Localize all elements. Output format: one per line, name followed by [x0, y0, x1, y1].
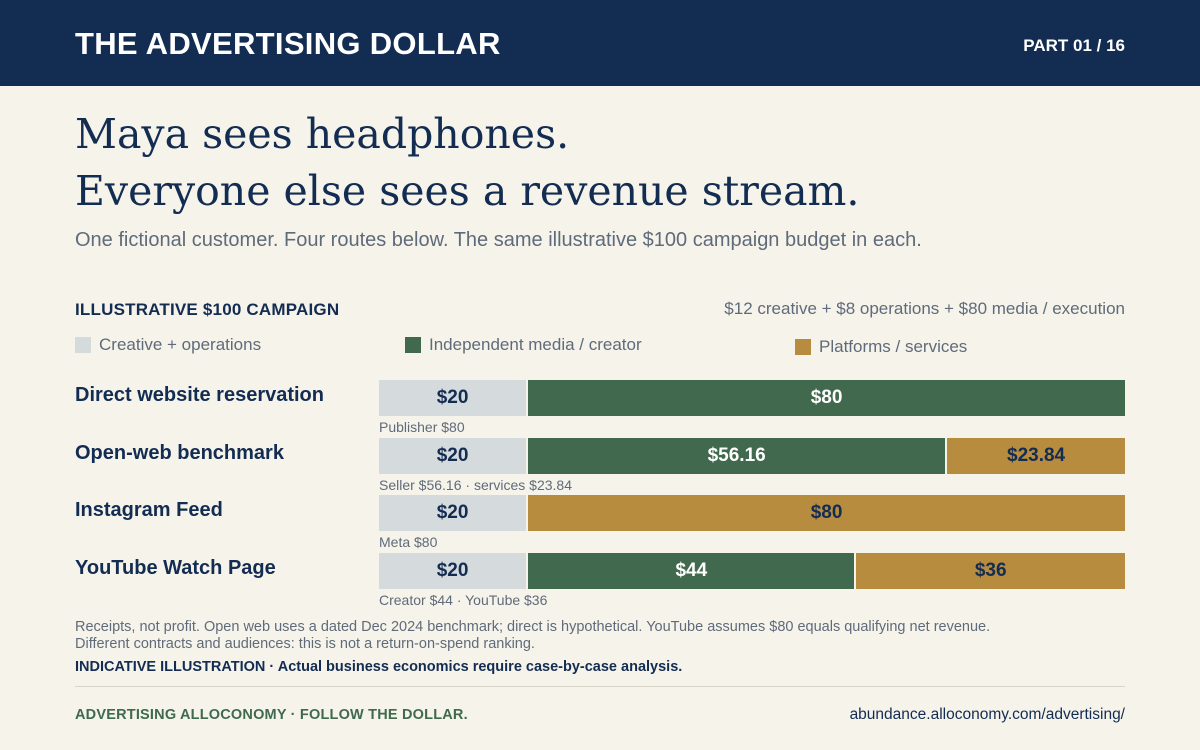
data-label: $80	[810, 387, 843, 408]
data-label: $36	[974, 560, 1007, 582]
legend-label-platforms: Platforms / services	[819, 337, 968, 356]
chart-title: ILLUSTRATIVE $100 CAMPAIGN	[75, 300, 340, 319]
header-title: THE ADVERTISING DOLLAR	[75, 26, 501, 61]
data-label: $20	[436, 560, 469, 582]
bar-segment-platforms: $23.84	[947, 437, 1125, 474]
legend-item-independent: Independent media / creator	[405, 335, 642, 355]
footnotes: Receipts, not profit. Open web uses a da…	[75, 619, 1135, 653]
bar-segment-independent: $56.16	[528, 437, 946, 474]
legend-label-creative: Creative + operations	[99, 335, 262, 354]
bar-segment-independent: $44	[528, 553, 855, 590]
bar-segment-creative: $20	[379, 380, 527, 416]
row-label: Instagram Feed	[75, 499, 223, 522]
disclaimer: INDICATIVE ILLUSTRATION · Actual busines…	[75, 659, 683, 675]
bar-segment-creative: $20	[379, 437, 527, 474]
legend-item-creative: Creative + operations	[75, 335, 261, 355]
bar-segment-platforms: $80	[528, 495, 1125, 532]
data-label: $20	[436, 502, 469, 524]
row-sublabel: Publisher $80	[379, 419, 465, 435]
footer-url[interactable]: abundance.alloconomy.com/advertising/	[849, 706, 1125, 723]
row-label: YouTube Watch Page	[75, 557, 276, 580]
row-label: Open-web benchmark	[75, 441, 284, 464]
data-label: $44	[675, 560, 708, 582]
data-label: $23.84	[1007, 444, 1066, 466]
header-bar: THE ADVERTISING DOLLAR PART 01 / 16	[0, 0, 1200, 86]
bar-segment-creative: $20	[379, 495, 527, 532]
part-indicator: PART 01 / 16	[1023, 36, 1125, 55]
subtitle: One fictional customer. Four routes belo…	[75, 229, 922, 251]
headline-line-1: Maya sees headphones.	[75, 110, 570, 158]
row-sublabel: Seller $56.16 · services $23.84	[379, 476, 572, 493]
legend-item-platforms: Platforms / services	[795, 337, 967, 357]
data-label: $20	[436, 444, 469, 466]
data-label: $56.16	[707, 444, 766, 466]
bar-segment-creative: $20	[379, 553, 527, 590]
data-label: $20	[436, 387, 469, 408]
legend-label-independent: Independent media / creator	[429, 335, 642, 354]
row-sublabel: Creator $44 · YouTube $36	[379, 592, 548, 609]
headline-line-2: Everyone else sees a revenue stream.	[75, 167, 860, 215]
data-label: $80	[810, 502, 843, 524]
footnote-line-1: Receipts, not profit. Open web uses a da…	[75, 619, 991, 635]
chart-note: $12 creative + $8 operations + $80 media…	[724, 299, 1125, 318]
bar-segment-independent: $80	[528, 380, 1125, 416]
legend-swatch-independent	[405, 337, 421, 353]
legend-swatch-platforms	[795, 339, 811, 355]
legend-swatch-creative	[75, 337, 91, 353]
row-label: Direct website reservation	[75, 384, 324, 406]
footer-tagline: ADVERTISING ALLOCONOMY · FOLLOW THE DOLL…	[75, 707, 468, 723]
footnote-line-2: Different contracts and audiences: this …	[75, 636, 535, 652]
headline: Maya sees headphones. Everyone else sees…	[75, 106, 859, 220]
bar-segment-platforms: $36	[856, 553, 1125, 590]
footer-divider	[75, 686, 1125, 687]
row-sublabel: Meta $80	[379, 534, 438, 551]
